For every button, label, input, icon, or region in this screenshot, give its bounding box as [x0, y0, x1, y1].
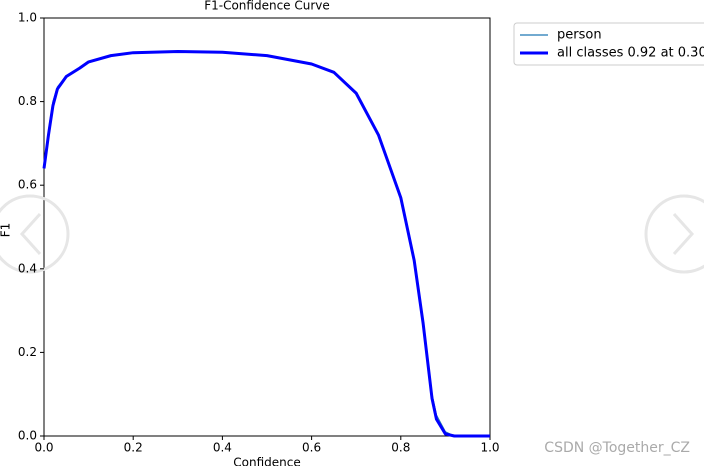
watermark: CSDN @Together_CZ — [544, 440, 690, 456]
x-axis-label: Confidence — [233, 456, 300, 466]
legend-label: person — [557, 28, 602, 43]
x-tick-label: 0.2 — [124, 441, 143, 455]
next-circle — [644, 194, 704, 274]
legend-box — [513, 22, 704, 66]
x-tick-label: 0.6 — [302, 441, 321, 455]
prev-circle — [0, 194, 70, 274]
y-tick-label: 0.6 — [18, 178, 37, 192]
prev-arrow — [19, 212, 42, 256]
x-tick-label: 0.8 — [391, 441, 410, 455]
chart-title: F1-Confidence Curve — [204, 0, 330, 13]
y-tick-label: 0.4 — [18, 261, 37, 275]
y-tick-label: 0.2 — [18, 345, 37, 359]
y-axis-label: F1 — [0, 223, 13, 238]
y-tick-label: 0.0 — [18, 429, 37, 443]
x-tick-label: 0.4 — [213, 441, 232, 455]
series-line — [42, 49, 490, 438]
carousel-prev[interactable] — [0, 194, 70, 274]
y-tick-label: 1.0 — [18, 11, 37, 25]
x-tick-label: 0.0 — [34, 441, 53, 455]
carousel-next[interactable] — [644, 194, 704, 274]
x-tick-label: 1.0 — [480, 441, 499, 455]
y-tick-label: 0.8 — [18, 94, 37, 108]
legend-label: all classes 0.92 at 0.300 — [557, 46, 704, 61]
next-arrow — [672, 212, 695, 256]
series-line — [43, 50, 490, 437]
plot-frame — [43, 17, 491, 437]
